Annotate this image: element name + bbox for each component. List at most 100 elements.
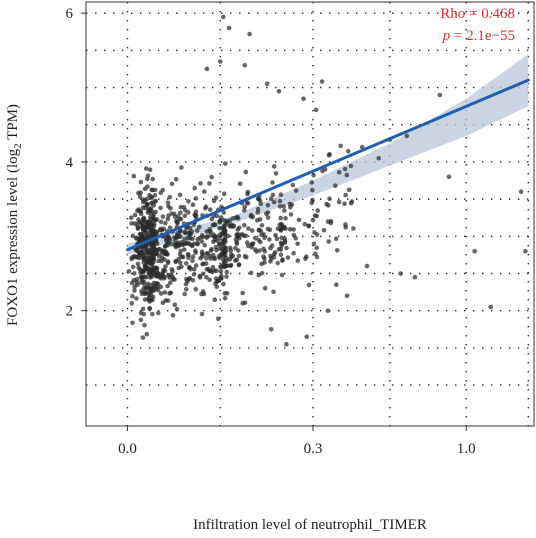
- data-point: [236, 262, 242, 268]
- data-point: [190, 254, 196, 259]
- data-point: [138, 209, 144, 214]
- data-point: [178, 210, 183, 215]
- data-point: [220, 250, 226, 255]
- data-point: [223, 161, 228, 166]
- data-point: [218, 215, 224, 220]
- data-point: [336, 199, 342, 205]
- data-point: [488, 304, 494, 310]
- data-point: [199, 311, 205, 317]
- data-point: [134, 236, 139, 241]
- data-point: [174, 306, 180, 312]
- data-point: [288, 212, 294, 217]
- data-point: [306, 223, 312, 229]
- data-point: [184, 276, 189, 282]
- data-point: [211, 222, 217, 227]
- data-point: [177, 260, 183, 266]
- data-point: [139, 249, 144, 254]
- data-point: [158, 291, 164, 296]
- data-point: [173, 177, 179, 182]
- data-point: [151, 216, 156, 221]
- data-point: [261, 246, 266, 252]
- data-point: [213, 195, 219, 200]
- data-point: [172, 239, 178, 245]
- data-point: [151, 280, 157, 286]
- data-point: [224, 258, 229, 264]
- data-point: [302, 221, 308, 227]
- data-point: [175, 221, 180, 226]
- data-point: [132, 288, 137, 293]
- data-point: [289, 202, 295, 207]
- data-point: [221, 191, 227, 196]
- data-point: [249, 245, 254, 250]
- data-point: [217, 232, 223, 237]
- data-point: [241, 233, 247, 238]
- data-point: [290, 182, 296, 188]
- data-point: [190, 278, 196, 283]
- data-point: [242, 253, 248, 259]
- data-point: [259, 223, 265, 228]
- data-point: [276, 89, 282, 94]
- data-point: [182, 291, 187, 297]
- data-point: [168, 290, 174, 296]
- data-point: [168, 280, 173, 285]
- data-point: [273, 171, 279, 176]
- data-point: [153, 198, 158, 204]
- data-point: [222, 243, 227, 249]
- data-point: [346, 148, 351, 154]
- data-point: [282, 208, 287, 213]
- data-point: [192, 185, 197, 191]
- data-point: [282, 238, 288, 244]
- data-point: [162, 244, 168, 249]
- data-point: [277, 198, 283, 204]
- data-point: [204, 251, 209, 256]
- data-point: [178, 204, 184, 210]
- data-point: [150, 297, 155, 303]
- data-point: [268, 259, 273, 264]
- data-point: [213, 244, 219, 250]
- data-point: [344, 172, 350, 178]
- data-point: [338, 143, 344, 149]
- data-point: [126, 269, 132, 274]
- data-point: [348, 163, 354, 169]
- data-point: [320, 168, 325, 174]
- data-point: [327, 152, 332, 157]
- data-point: [204, 229, 209, 234]
- data-point: [228, 262, 234, 268]
- data-point: [206, 266, 211, 272]
- data-point: [279, 272, 285, 278]
- y-axis-label: FOXO1 expression level (log2 TPM): [5, 104, 24, 326]
- data-point: [185, 252, 191, 257]
- data-point: [129, 221, 134, 226]
- data-point: [208, 256, 214, 261]
- data-point: [182, 208, 188, 213]
- data-point: [179, 165, 184, 170]
- data-point: [311, 172, 316, 178]
- data-point: [235, 214, 240, 220]
- data-point: [204, 275, 209, 280]
- data-point: [186, 199, 191, 204]
- data-point: [140, 268, 145, 274]
- data-point: [142, 186, 148, 192]
- data-point: [221, 210, 226, 215]
- data-point: [172, 243, 178, 248]
- data-point: [155, 251, 160, 256]
- data-point: [143, 255, 149, 260]
- data-point: [187, 231, 192, 236]
- data-point: [130, 264, 136, 270]
- data-point: [252, 235, 258, 241]
- data-point: [344, 293, 350, 299]
- data-point: [224, 274, 229, 279]
- data-point: [268, 253, 273, 259]
- data-point: [359, 144, 365, 150]
- data-point: [191, 272, 197, 277]
- x-tick-label: 1.0: [457, 441, 476, 457]
- data-point: [203, 261, 209, 266]
- data-point: [144, 331, 150, 337]
- data-point: [224, 291, 230, 296]
- data-point: [207, 207, 213, 212]
- data-point: [278, 215, 284, 221]
- data-point: [218, 59, 223, 64]
- data-point: [214, 268, 219, 274]
- data-point: [142, 322, 147, 328]
- data-point: [212, 297, 218, 303]
